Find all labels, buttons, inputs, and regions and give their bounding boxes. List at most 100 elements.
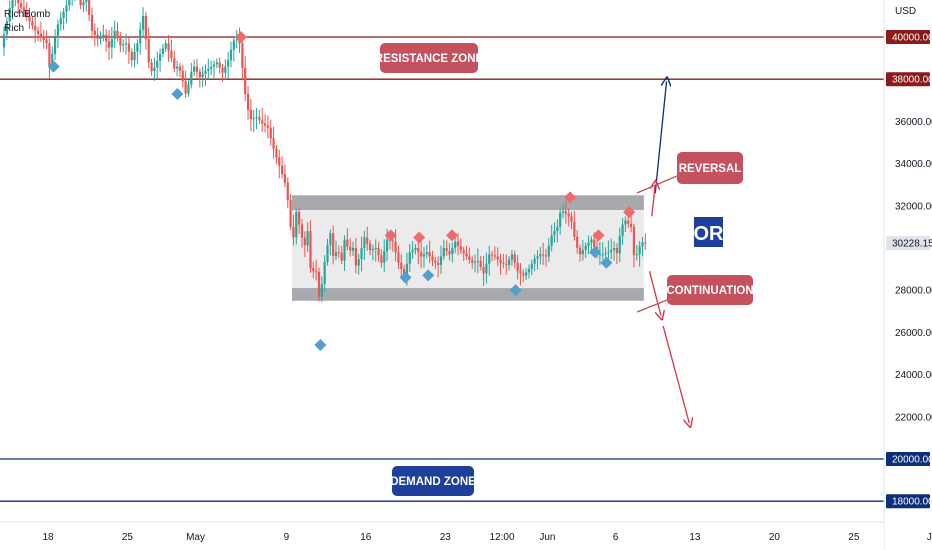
- candle-body: [190, 71, 193, 85]
- candle-body: [298, 212, 301, 225]
- candle-body: [462, 250, 465, 254]
- candle-body: [198, 71, 201, 78]
- candle-body: [454, 241, 457, 248]
- price-badge: [886, 236, 930, 251]
- candle-body: [488, 254, 491, 264]
- candle-body: [437, 262, 440, 265]
- candle-body: [598, 254, 601, 256]
- candle-body: [391, 240, 394, 242]
- candle-body: [556, 226, 559, 232]
- candle-body: [289, 200, 292, 227]
- price-badge-label: 40000.00: [892, 33, 932, 44]
- candle-body: [249, 109, 252, 120]
- candle-body: [604, 253, 607, 255]
- candle-body: [110, 39, 113, 48]
- candle-body: [442, 248, 445, 257]
- candle-body: [39, 33, 43, 37]
- pivot-high-marker: [592, 229, 605, 242]
- price-badge: [886, 494, 930, 509]
- time-axis-ticks: 18 25 May 9 16 23 12:00 Jun 6 13 20 25 Jul: [42, 532, 932, 543]
- price-tick-label: 28000.00: [895, 286, 932, 297]
- time-tick-label: 12:00: [489, 532, 514, 543]
- candle-body: [403, 269, 406, 276]
- candle-body: [519, 271, 522, 274]
- range-box-bottom-band: [292, 288, 644, 301]
- candle-body: [502, 262, 505, 264]
- price-badge-label: 38000.00: [892, 75, 932, 86]
- candle-body: [295, 212, 298, 238]
- pivot-low-marker: [399, 271, 412, 284]
- candle-body: [153, 67, 156, 72]
- candle-body: [366, 237, 369, 244]
- candle-body: [113, 30, 116, 40]
- horizontal-levels: [0, 36, 884, 502]
- candle-body: [618, 236, 621, 254]
- resistance-zone-label[interactable]: RESISTANCE ZONE: [375, 43, 484, 73]
- candle-body: [459, 245, 462, 251]
- candle-body: [490, 254, 494, 256]
- candle-body: [627, 220, 630, 224]
- range-box-top-band: [292, 195, 644, 211]
- candle-body: [82, 2, 85, 6]
- candle-body: [85, 0, 88, 3]
- candle-body: [116, 30, 119, 39]
- candle-body: [65, 5, 68, 12]
- candle-body: [439, 256, 443, 265]
- pivot-markers: [47, 31, 636, 352]
- pivot-low-marker: [47, 60, 60, 73]
- candle-body: [641, 242, 644, 247]
- candle-body: [349, 246, 352, 251]
- candle-body: [212, 64, 216, 67]
- candle-body: [493, 255, 497, 257]
- candle-body: [195, 66, 199, 72]
- candle-body: [473, 261, 477, 263]
- candle-body: [278, 157, 281, 166]
- demand-zone-label[interactable]: DEMAND ZONE: [390, 466, 476, 496]
- time-axis[interactable]: [0, 522, 884, 550]
- candle-body: [181, 70, 184, 82]
- candle-body: [542, 254, 545, 256]
- candle-body: [17, 0, 20, 4]
- candle-body: [315, 271, 318, 273]
- candle-body: [485, 263, 488, 274]
- price-tick-label: 22000.00: [895, 412, 932, 423]
- candle-body: [561, 211, 565, 213]
- reversal-label[interactable]: REVERSAL: [636, 152, 743, 194]
- candle-body: [258, 117, 261, 121]
- candle-body: [283, 174, 287, 183]
- candle-body: [507, 259, 511, 265]
- candle-body: [218, 62, 221, 68]
- candle-body: [326, 245, 329, 263]
- candle-body: [621, 224, 624, 237]
- candle-body: [227, 60, 230, 67]
- candle-body: [374, 248, 377, 250]
- candle-body: [232, 40, 235, 50]
- pivot-high-marker: [234, 31, 247, 43]
- candle-body: [428, 252, 431, 257]
- candle-body: [553, 231, 556, 236]
- candle-body: [96, 34, 99, 40]
- candle-body: [635, 254, 638, 256]
- watermark-line2: Rich: [4, 23, 24, 34]
- candle-body: [323, 262, 326, 285]
- candle-body: [263, 123, 267, 126]
- candle-body: [405, 263, 409, 276]
- candle-body: [2, 34, 6, 48]
- candle-body: [559, 212, 562, 227]
- pivot-low-marker: [314, 339, 327, 352]
- candle-body: [564, 211, 567, 214]
- candle-body: [397, 252, 400, 263]
- pivot-high-marker: [623, 206, 636, 219]
- candle-body: [456, 241, 460, 246]
- candle-body: [261, 120, 264, 124]
- price-badge-label: 30228.15: [892, 239, 932, 250]
- candle-body: [34, 25, 37, 31]
- time-tick-label: 25: [122, 532, 134, 543]
- candle-body: [207, 68, 210, 71]
- candle-body: [5, 21, 8, 35]
- continuation-label[interactable]: CONTINUATION: [636, 275, 754, 313]
- candle-body: [158, 53, 162, 61]
- or-label[interactable]: OR: [694, 217, 725, 247]
